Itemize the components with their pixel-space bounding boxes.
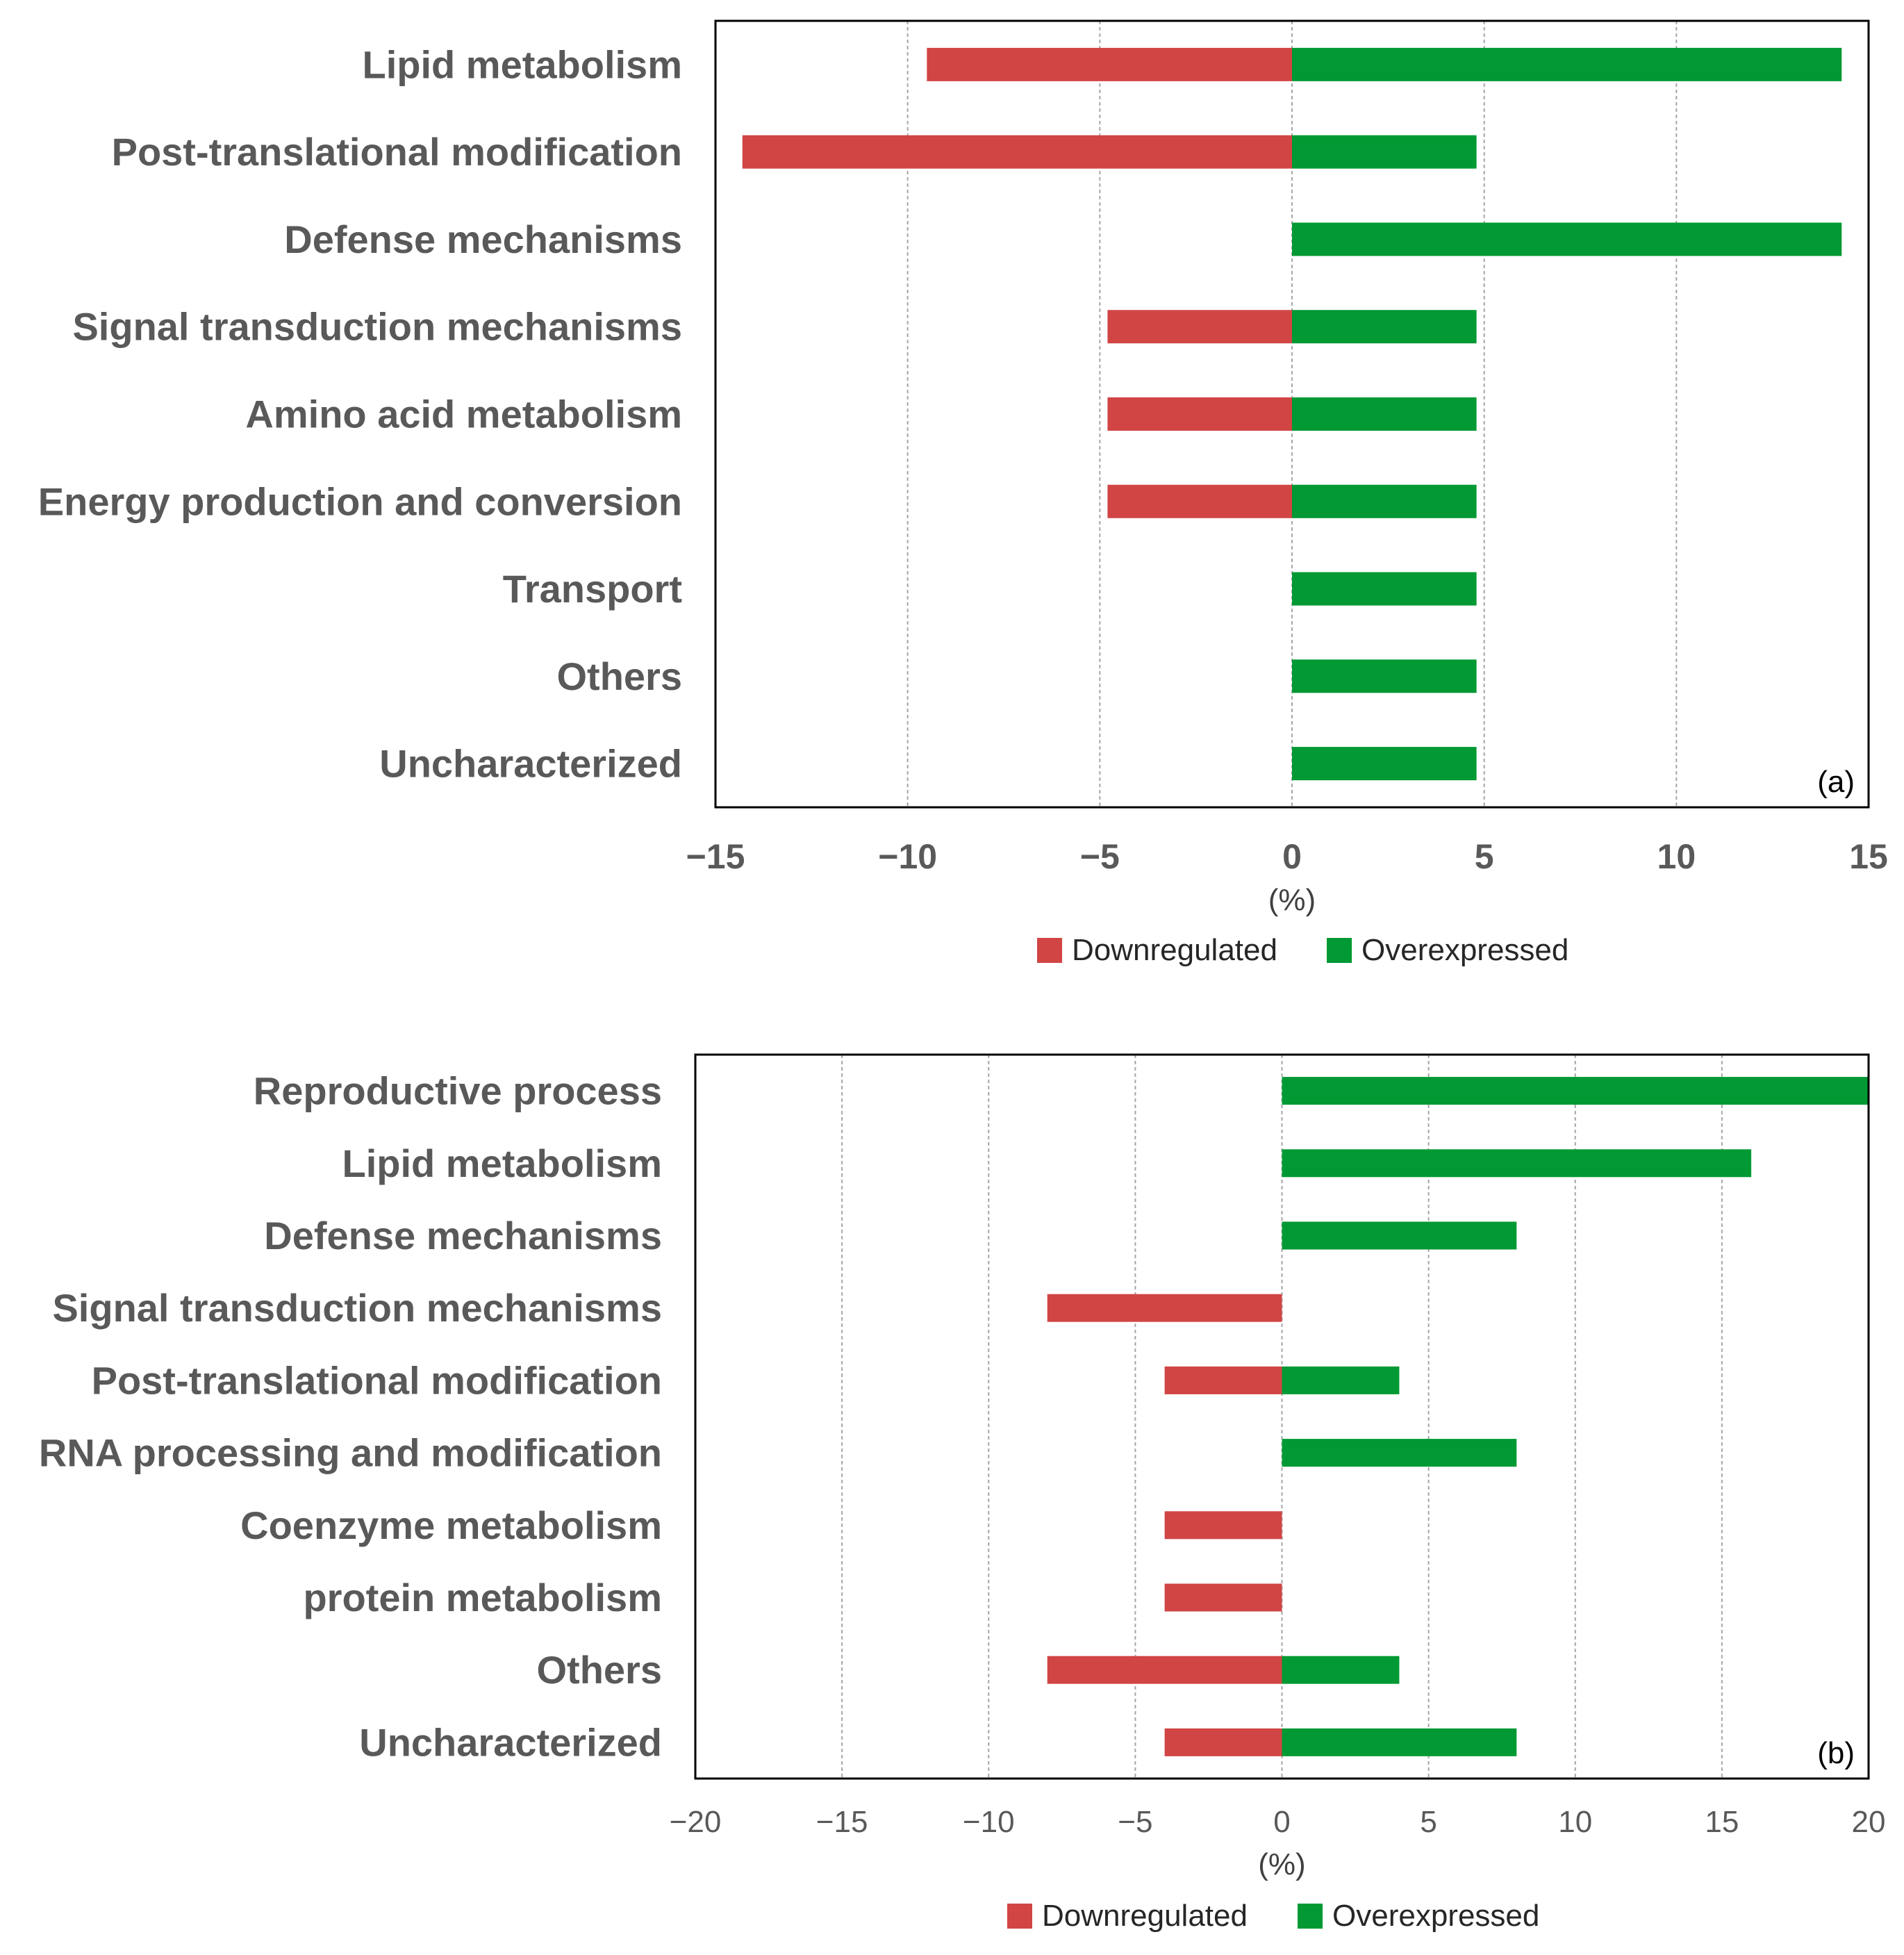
category-label: Post-translational modification xyxy=(92,1358,662,1402)
downregulated-bar xyxy=(927,47,1292,81)
category-label: Lipid metabolism xyxy=(363,42,683,86)
category-label: Others xyxy=(557,654,683,698)
x-axis-label: (%) xyxy=(1268,883,1316,917)
x-tick-label: −20 xyxy=(670,1805,722,1839)
overexpressed-bar xyxy=(1292,572,1477,606)
x-tick-label: −15 xyxy=(686,837,745,876)
overexpressed-bar xyxy=(1292,397,1477,431)
category-label: Others xyxy=(537,1648,663,1692)
x-tick-label: 5 xyxy=(1420,1805,1437,1839)
overexpressed-bar xyxy=(1292,47,1842,81)
overexpressed-bar xyxy=(1282,1366,1400,1394)
downregulated-bar xyxy=(1164,1583,1282,1612)
x-tick-label: −10 xyxy=(963,1805,1015,1839)
overexpressed-bar xyxy=(1292,659,1477,693)
category-label: Amino acid metabolism xyxy=(245,393,682,436)
category-label: Coenzyme metabolism xyxy=(240,1503,662,1547)
downregulated-bar xyxy=(1047,1656,1282,1684)
x-tick-label: 20 xyxy=(1852,1805,1886,1839)
legend: Downregulated Overexpressed xyxy=(1037,933,1568,967)
overexpressed-bar xyxy=(1282,1221,1517,1250)
overexpressed-bar xyxy=(1282,1077,1869,1105)
plot-frame xyxy=(694,1053,1870,1780)
x-tick-label: 10 xyxy=(1657,837,1696,876)
category-label: Lipid metabolism xyxy=(342,1141,663,1185)
category-label: Signal transduction mechanisms xyxy=(72,305,682,349)
chart-panel-b: Reproductive process Lipid metabolism Defe… xyxy=(39,1053,1886,1933)
category-label: protein metabolism xyxy=(303,1576,662,1619)
x-axis-label: (%) xyxy=(1258,1847,1305,1881)
overexpressed-bar xyxy=(1292,484,1477,518)
downregulated-bar xyxy=(1164,1366,1282,1394)
category-label: Defense mechanisms xyxy=(264,1214,662,1257)
legend-label-overexpressed: Overexpressed xyxy=(1332,1899,1539,1933)
overexpressed-bar xyxy=(1282,1439,1517,1467)
legend-swatch-overexpressed xyxy=(1298,1904,1323,1929)
legend-swatch-downregulated xyxy=(1037,938,1062,963)
chart-panel-a: Lipid metabolism Post-translational modif… xyxy=(38,19,1888,967)
x-tick-label: 15 xyxy=(1705,1805,1739,1839)
downregulated-bar xyxy=(1107,310,1292,344)
overexpressed-bar xyxy=(1282,1728,1517,1756)
x-tick-label: 5 xyxy=(1475,837,1494,876)
x-tick-label: −15 xyxy=(816,1805,868,1839)
downregulated-bar xyxy=(1047,1294,1282,1322)
x-tick-label: −10 xyxy=(878,837,937,876)
plot-frame xyxy=(714,19,1870,809)
overexpressed-bar xyxy=(1292,747,1477,781)
category-label: Uncharacterized xyxy=(379,742,682,786)
overexpressed-bar xyxy=(1282,1656,1400,1684)
legend: Downregulated Overexpressed xyxy=(1007,1899,1539,1933)
x-tick-label: 0 xyxy=(1273,1805,1290,1839)
downregulated-bar xyxy=(1107,397,1292,431)
downregulated-bar xyxy=(1164,1511,1282,1540)
legend-swatch-overexpressed xyxy=(1327,938,1352,963)
overexpressed-bar xyxy=(1292,135,1477,169)
x-tick-label: 10 xyxy=(1558,1805,1592,1839)
category-label: Energy production and conversion xyxy=(38,479,682,523)
overexpressed-bar xyxy=(1282,1149,1752,1178)
overexpressed-bar xyxy=(1292,222,1842,256)
downregulated-bar xyxy=(1164,1728,1282,1756)
category-label: Uncharacterized xyxy=(359,1720,662,1764)
category-label: Reproductive process xyxy=(254,1069,662,1113)
category-label: Signal transduction mechanisms xyxy=(52,1286,662,1330)
x-tick-label: −5 xyxy=(1118,1805,1152,1839)
category-label: RNA processing and modification xyxy=(39,1431,662,1475)
category-label: Defense mechanisms xyxy=(284,217,682,261)
legend-label-overexpressed: Overexpressed xyxy=(1361,933,1568,967)
x-tick-label: 0 xyxy=(1282,837,1302,876)
x-tick-label: −5 xyxy=(1080,837,1120,876)
legend-swatch-downregulated xyxy=(1007,1904,1032,1929)
category-label: Transport xyxy=(503,567,682,611)
overexpressed-bar xyxy=(1292,310,1477,344)
x-tick-label: 15 xyxy=(1849,837,1888,876)
category-label: Post-translational modification xyxy=(112,130,682,174)
legend-label-downregulated: Downregulated xyxy=(1042,1899,1248,1933)
panel-label: (b) xyxy=(1817,1736,1855,1770)
downregulated-bar xyxy=(1107,484,1292,518)
panel-label: (a) xyxy=(1817,765,1855,799)
legend-label-downregulated: Downregulated xyxy=(1072,933,1277,967)
downregulated-bar xyxy=(742,135,1292,169)
